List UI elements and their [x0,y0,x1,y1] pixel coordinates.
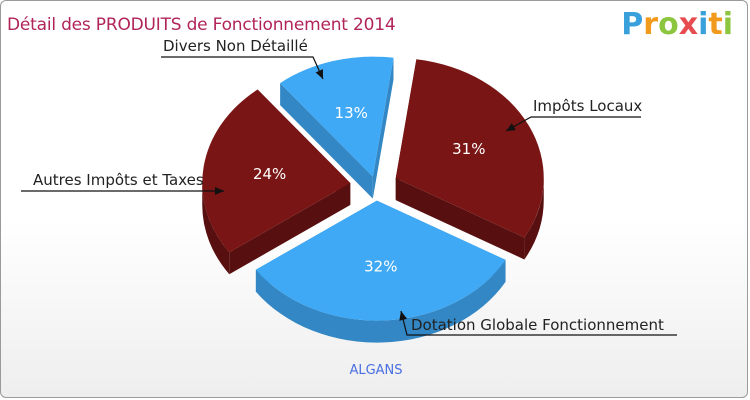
leader-arrowhead-divers-non-detaille [315,69,323,79]
pie-slice-wall-autres-impots-et-taxes [202,183,230,275]
pie-value-label-dotation-globale-fonctionnement: 32% [364,257,397,275]
logo-letter: i [722,7,733,42]
logo-letter: i [698,7,709,42]
logo-letter: x [678,7,699,42]
category-label-impots-locaux: Impôts Locaux [533,97,642,115]
leader-arrowhead-impots-locaux [506,123,516,131]
pie-value-label-impots-locaux: 31% [452,140,485,158]
pie-slice-wall-dotation-globale-fonctionnement [255,259,506,343]
pie-slice-side-impots-locaux [395,178,525,260]
pie-slice-autres-impots-et-taxes [202,89,351,253]
chart-title: Détail des PRODUITS de Fonctionnement 20… [7,15,396,35]
logo-letter: r [643,7,659,42]
pie-slice-dotation-globale-fonctionnement [255,200,506,321]
category-label-autres-impots-et-taxes: Autres Impôts et Taxes [33,171,204,189]
leader-line-impots-locaux [505,116,641,132]
leader-arrowhead-dotation-globale-fonctionnement [399,311,408,321]
pie-slice-wall-impots-locaux [524,178,544,260]
logo-letter: P [621,7,644,42]
chart-footer-label: ALGANS [349,363,403,378]
pie-value-label-autres-impots-et-taxes: 24% [253,165,286,183]
pie-slice-side-divers-non-detaille [372,57,394,199]
proxiti-logo: Proxiti [621,7,733,42]
pie-slice-divers-non-detaille [280,56,394,177]
pie-slice-impots-locaux [395,59,544,238]
leader-arrowhead-autres-impots-et-taxes [215,187,224,195]
logo-letter: t [708,7,723,42]
category-label-divers-non-detaille: Divers Non Détaillé [163,37,308,55]
pie-slice-side-divers-non-detaille [280,83,373,199]
pie-slice-side-autres-impots-et-taxes [229,183,351,275]
category-label-dotation-globale-fonctionnement: Dotation Globale Fonctionnement [411,316,664,334]
pie-value-label-divers-non-detaille: 13% [335,104,368,122]
logo-letter: o [658,7,679,42]
